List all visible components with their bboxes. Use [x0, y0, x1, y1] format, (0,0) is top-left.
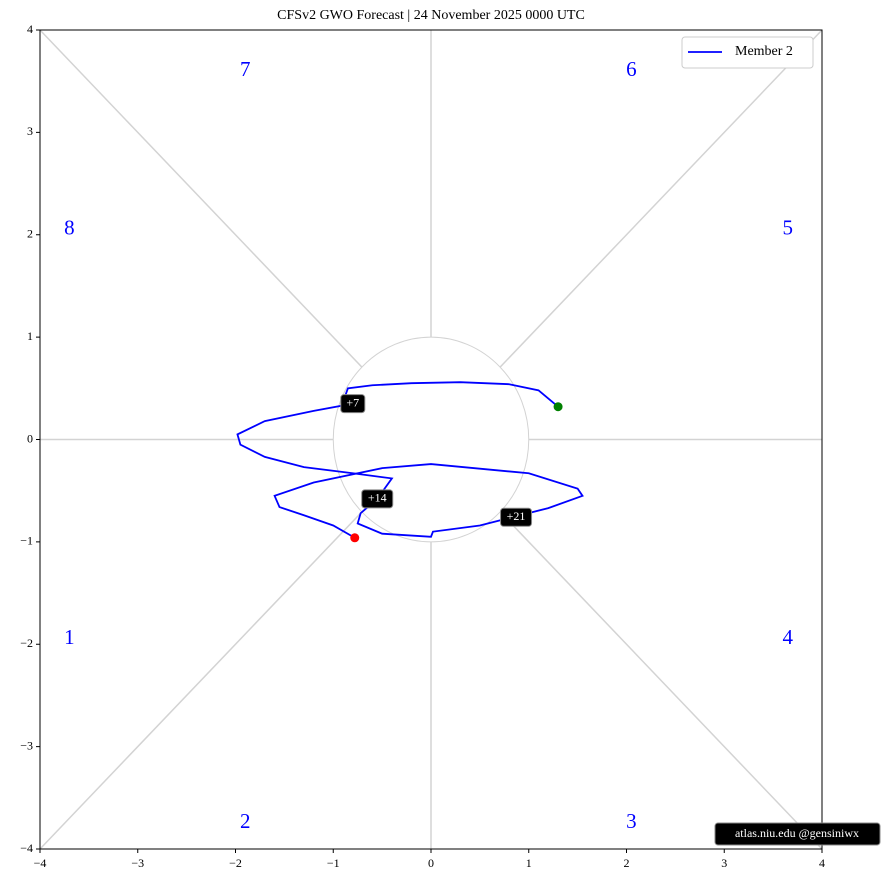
y-tick-label: −4	[20, 841, 33, 855]
legend-box	[681, 36, 814, 69]
annotation-box	[361, 489, 394, 509]
annotation: +14	[361, 489, 394, 509]
y-tick-label: 2	[27, 227, 33, 241]
y-tick-label: −1	[20, 534, 33, 548]
y-tick-label: 4	[27, 22, 33, 36]
phase-label: 6	[626, 57, 637, 81]
phase-label: 1	[64, 625, 75, 649]
annotation-label: +21	[507, 509, 526, 523]
credit-box	[714, 822, 881, 846]
y-tick-label: 1	[27, 329, 33, 343]
y-tick-label: 0	[27, 431, 33, 445]
x-tick-label: 2	[624, 856, 630, 870]
end-point	[350, 533, 360, 543]
x-tick-label: 4	[819, 856, 825, 870]
x-tick-label: −2	[229, 856, 242, 870]
x-tick-label: −4	[34, 856, 47, 870]
annotation-box	[340, 394, 366, 414]
phase-label: 3	[626, 809, 637, 833]
y-tick-label: −3	[20, 738, 33, 752]
start-point	[553, 402, 563, 412]
y-tick-label: −2	[20, 636, 33, 650]
phase-label: 8	[64, 215, 75, 239]
x-tick-label: 3	[721, 856, 727, 870]
annotation-label: +7	[346, 395, 359, 409]
legend-label: Member 2	[735, 44, 793, 59]
y-tick-label: 3	[27, 124, 33, 138]
x-tick-label: 1	[526, 856, 532, 870]
annotation-box	[500, 507, 533, 527]
x-tick-label: −3	[131, 856, 144, 870]
x-tick-label: 0	[428, 856, 434, 870]
annotation: +21	[500, 507, 533, 527]
annotation-label: +14	[368, 491, 387, 505]
annotation: +7	[340, 394, 366, 414]
phase-label: 5	[783, 215, 794, 239]
phase-label: 7	[240, 57, 251, 81]
phase-label: 2	[240, 809, 251, 833]
credit: atlas.niu.edu @gensiniwx	[714, 822, 881, 846]
credit-text: atlas.niu.edu @gensiniwx	[735, 826, 859, 840]
chart-title: CFSv2 GWO Forecast | 24 November 2025 00…	[277, 8, 585, 23]
x-tick-label: −1	[327, 856, 340, 870]
legend: Member 2	[681, 36, 814, 69]
guides	[39, 29, 823, 850]
phase-label: 4	[783, 625, 794, 649]
